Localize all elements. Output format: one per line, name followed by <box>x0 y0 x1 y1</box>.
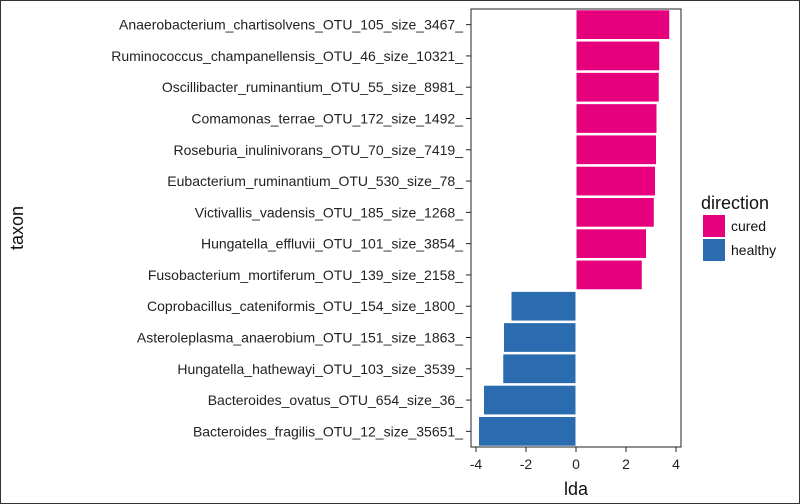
y-tick-label-7: Hungatella_effluvii_OTU_101_size_3854_ <box>201 236 463 252</box>
y-tick-label-10: Asteroleplasma_anaerobium_OTU_151_size_1… <box>137 330 463 346</box>
x-tick-label-0: -4 <box>470 456 483 472</box>
bar-5 <box>575 165 656 197</box>
y-tick-label-12: Bacteroides_ovatus_OTU_654_size_36_ <box>208 392 463 408</box>
bar-3 <box>575 103 658 134</box>
bar-13 <box>478 415 577 447</box>
y-tick-label-3: Comamonas_terrae_OTU_172_size_1492_ <box>191 111 463 127</box>
y-axis-title: taxon <box>7 206 27 250</box>
legend-title: direction <box>701 193 769 213</box>
bar-6 <box>575 196 655 228</box>
y-tick-labels: Anaerobacterium_chartisolvens_OTU_105_si… <box>111 17 471 439</box>
bar-2 <box>575 71 660 103</box>
legend-key-cured <box>703 215 725 237</box>
bar-10 <box>503 322 577 353</box>
bar-1 <box>575 40 661 72</box>
bars-layer <box>478 9 671 447</box>
legend-label-cured: cured <box>731 218 766 234</box>
y-tick-label-11: Hungatella_hathewayi_OTU_103_size_3539_ <box>177 361 463 377</box>
x-tick-label-4: 4 <box>672 456 680 472</box>
legend-label-healthy: healthy <box>731 242 776 258</box>
bar-11 <box>502 353 577 385</box>
x-axis: -4 -2 0 2 4 <box>470 447 680 472</box>
y-tick-label-2: Oscillibacter_ruminantium_OTU_55_size_89… <box>162 79 463 95</box>
legend-key-healthy <box>703 239 725 261</box>
bar-0 <box>575 9 671 41</box>
bar-9 <box>510 290 577 322</box>
bar-12 <box>483 384 577 416</box>
y-tick-label-6: Victivallis_vadensis_OTU_185_size_1268_ <box>195 204 463 220</box>
x-tick-label-1: -2 <box>520 456 533 472</box>
y-tick-label-8: Fusobacterium_mortiferum_OTU_139_size_21… <box>148 267 463 283</box>
bar-4 <box>575 134 657 166</box>
bar-7 <box>575 228 647 260</box>
bar-8 <box>575 259 643 291</box>
y-tick-label-9: Coprobacillus_cateniformis_OTU_154_size_… <box>147 298 463 314</box>
y-tick-label-1: Ruminococcus_champanellensis_OTU_46_size… <box>111 48 463 64</box>
y-tick-label-4: Roseburia_inulinivorans_OTU_70_size_7419… <box>173 142 463 158</box>
y-tick-label-0: Anaerobacterium_chartisolvens_OTU_105_si… <box>119 17 463 33</box>
y-tick-label-13: Bacteroides_fragilis_OTU_12_size_35651_ <box>193 423 463 439</box>
legend: direction cured healthy <box>701 193 776 261</box>
x-tick-label-3: 2 <box>622 456 630 472</box>
x-axis-title: lda <box>564 479 589 499</box>
x-tick-label-2: 0 <box>572 456 580 472</box>
y-tick-label-5: Eubacterium_ruminantium_OTU_530_size_78_ <box>167 173 463 189</box>
